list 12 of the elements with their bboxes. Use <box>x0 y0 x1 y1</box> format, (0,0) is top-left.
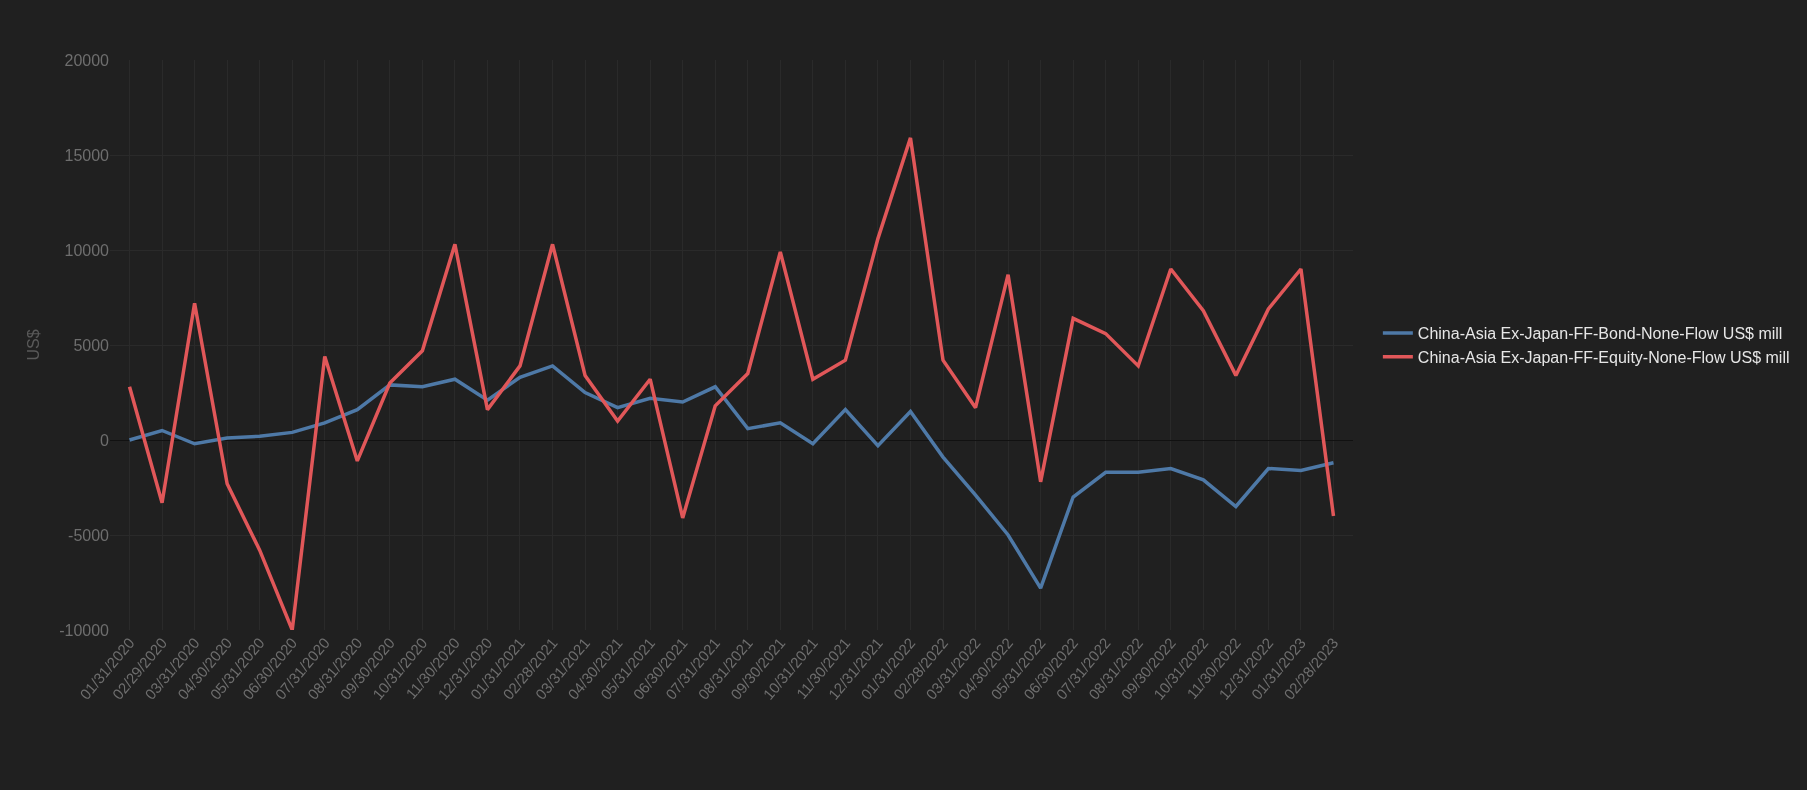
y-tick-label: 20000 <box>64 51 110 69</box>
y-tick-label: 5000 <box>73 336 110 354</box>
line-series <box>127 364 1336 590</box>
y-tick-label: 15000 <box>64 146 110 164</box>
y-tick-label: -5000 <box>68 526 110 544</box>
y-tick-label: 10000 <box>64 241 110 259</box>
y-tick-label: -10000 <box>59 621 110 639</box>
legend-label: China-Asia Ex-Japan-FF-Equity-None-Flow US$ mill <box>1417 348 1790 366</box>
y-axis-title: US$ <box>25 329 43 361</box>
y-tick-label: 0 <box>100 431 110 449</box>
legend-label: China-Asia Ex-Japan-FF-Bond-None-Flow US$ mill <box>1417 325 1783 343</box>
line-series <box>127 136 1336 630</box>
